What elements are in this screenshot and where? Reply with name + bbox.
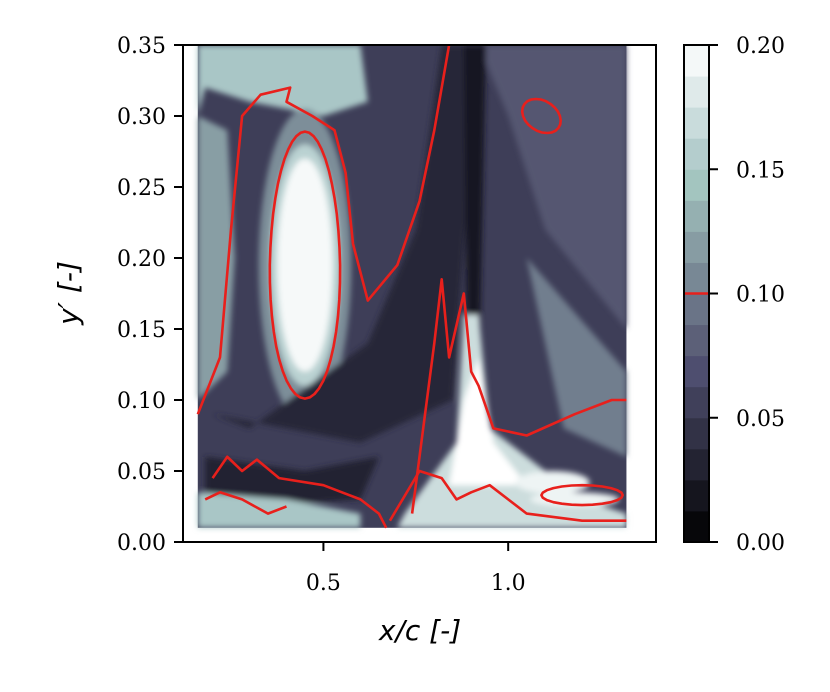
contour-core-loop xyxy=(268,130,342,400)
contour-field xyxy=(197,45,627,528)
y-tick-label: 0.10 xyxy=(117,389,166,414)
colorbar-band xyxy=(684,107,709,139)
colorbar-band xyxy=(684,45,709,77)
y-axis-label: y′ [-] xyxy=(52,261,85,326)
y-tick-label: 0.15 xyxy=(117,318,166,343)
contour-lower-wake xyxy=(211,455,388,529)
threshold-contour-lines xyxy=(196,45,627,529)
contour-bottom-edge xyxy=(204,491,287,515)
colorbar-band xyxy=(684,417,709,450)
colorbar xyxy=(684,45,709,543)
y-tick-label: 0.25 xyxy=(117,176,166,201)
colorbar-band xyxy=(684,324,709,357)
field-dark-band xyxy=(212,45,479,443)
field-right-top xyxy=(478,45,627,329)
y-tick-label: 0.05 xyxy=(117,460,166,485)
contour-island xyxy=(520,97,562,135)
x-tick-label: 0.5 xyxy=(306,571,341,596)
plot-frame xyxy=(182,44,657,543)
colorbar-tick-label: 0.10 xyxy=(736,283,785,308)
contour-wake-plume xyxy=(410,278,627,514)
x-axis-label: x/c [-] xyxy=(378,614,461,647)
colorbar-band xyxy=(684,355,709,388)
colorbar-tick-label: 0.15 xyxy=(736,158,785,183)
colorbar-band xyxy=(684,479,709,512)
contour-wake-streak xyxy=(540,483,624,507)
colorbar-band xyxy=(684,448,709,481)
contour-wake-floor xyxy=(388,469,627,522)
plot-area xyxy=(196,45,627,529)
colorbar-tick-label: 0.00 xyxy=(736,531,785,556)
field-top-left xyxy=(197,45,368,116)
colorbar-ticks: 0.00 0.05 0.10 0.15 0.20 xyxy=(709,34,785,556)
y-tick-label: 0.00 xyxy=(117,531,166,556)
y-tick-label: 0.30 xyxy=(117,105,166,130)
colorbar-band xyxy=(684,262,709,294)
field-lower-dark xyxy=(205,456,379,507)
colorbar-band xyxy=(684,76,709,108)
colorbar-band xyxy=(684,138,709,170)
field-left-edge xyxy=(197,116,235,400)
field-core-inner xyxy=(277,158,333,372)
x-axis-ticks: 0.5 1.0 xyxy=(306,542,526,596)
colorbar-band xyxy=(684,231,709,263)
colorbar-band xyxy=(684,200,709,232)
colorbar-band xyxy=(684,386,709,419)
y-tick-label: 0.20 xyxy=(117,247,166,272)
colorbar-tick-label: 0.20 xyxy=(736,34,785,59)
contour-outer-band xyxy=(196,45,451,415)
field-bright-core xyxy=(449,357,527,486)
colorbar-band xyxy=(684,169,709,201)
y-tick-label: 0.35 xyxy=(117,34,166,59)
field-streak-a xyxy=(515,471,590,494)
x-tick-label: 1.0 xyxy=(491,571,526,596)
colorbar-band xyxy=(684,510,709,543)
colorbar-band xyxy=(684,293,709,326)
field-right-mid xyxy=(526,258,627,457)
field-shear-line xyxy=(463,45,486,400)
colorbar-tick-label: 0.05 xyxy=(736,407,785,432)
y-axis-ticks: 0.00 0.05 0.10 0.15 0.20 0.25 0.30 0.35 xyxy=(117,34,183,556)
